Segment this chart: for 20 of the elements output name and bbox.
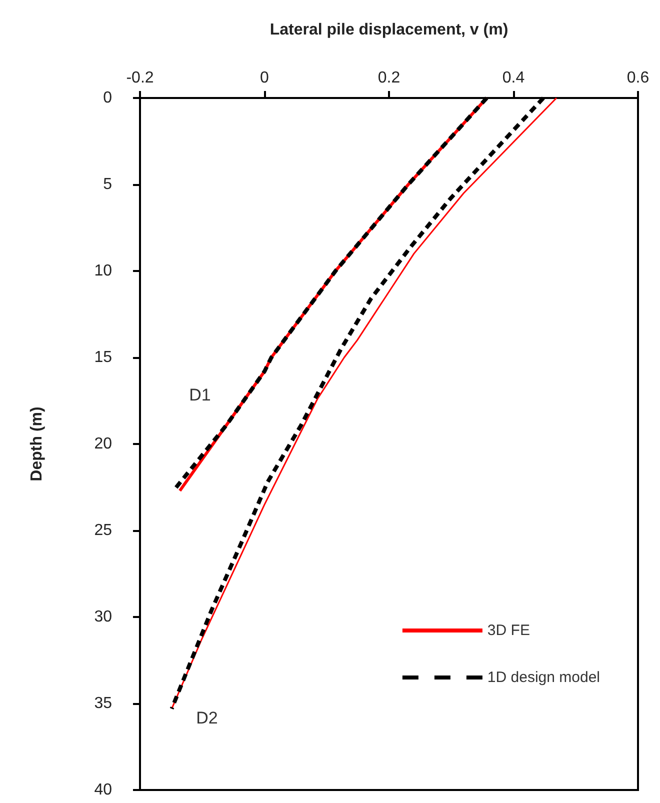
- y-tick-label: 15: [94, 349, 112, 366]
- y-tick-label: 40: [94, 782, 112, 798]
- x-axis-title: Lateral pile displacement, v (m): [270, 22, 508, 38]
- annotation: D2: [196, 708, 218, 728]
- y-tick-label: 10: [94, 262, 112, 280]
- x-tick-label: 0.4: [502, 70, 525, 86]
- y-axis-title: Depth (m): [28, 406, 46, 482]
- x-tick-label: -0.2: [126, 70, 154, 86]
- x-tick-label: 0: [260, 70, 270, 86]
- y-tick-label: 30: [94, 608, 112, 626]
- y-tick-label: 25: [94, 522, 112, 539]
- y-tick-label: 20: [94, 436, 112, 452]
- y-tick-label: 5: [103, 176, 112, 193]
- legend-label: 1D design model: [487, 669, 600, 686]
- x-tick-label: 0.2: [378, 70, 400, 86]
- legend-label: 3D FE: [487, 622, 530, 639]
- x-tick-label: 0.6: [626, 70, 650, 86]
- y-tick-label: 35: [94, 695, 112, 712]
- annotation: D1: [189, 386, 211, 404]
- y-tick-label: 0: [103, 90, 112, 106]
